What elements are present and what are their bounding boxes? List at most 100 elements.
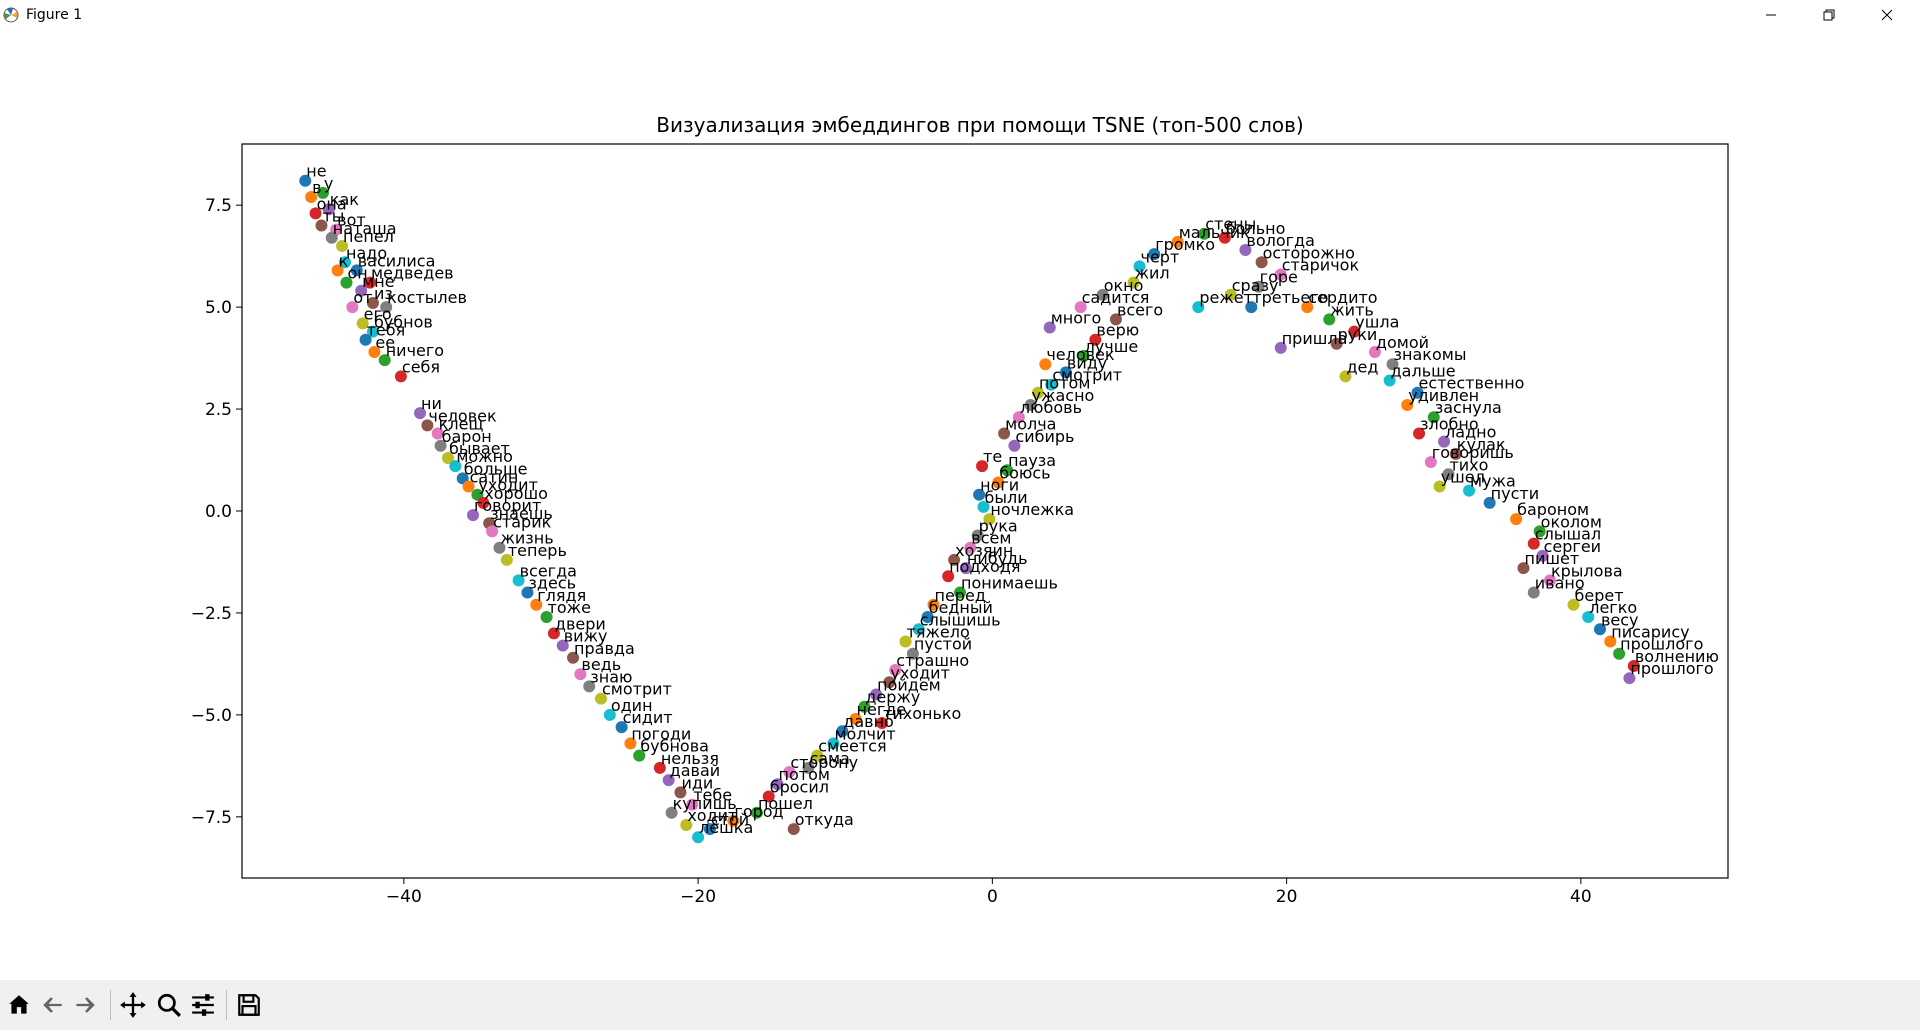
point-label: двери xyxy=(555,614,606,633)
title-bar: Figure 1 xyxy=(0,0,1920,30)
point-label: человек xyxy=(1046,345,1115,364)
data-point xyxy=(1301,301,1314,314)
data-point xyxy=(1604,635,1617,648)
save-button[interactable] xyxy=(232,988,266,1022)
data-point xyxy=(359,333,372,346)
data-point xyxy=(1024,398,1037,411)
data-point xyxy=(1239,244,1252,257)
point-label: откуда xyxy=(795,810,854,829)
point-label: бубнова xyxy=(640,737,709,756)
data-point xyxy=(366,325,379,338)
data-point xyxy=(356,317,369,330)
point-label: окно xyxy=(1104,276,1144,295)
point-label: ходит xyxy=(687,806,737,825)
point-label: садится xyxy=(1082,288,1150,307)
close-button[interactable] xyxy=(1864,0,1910,30)
point-label: любовь xyxy=(1020,398,1082,417)
y-tick-label: −2.5 xyxy=(191,604,232,624)
point-label: хорошо xyxy=(484,484,548,503)
data-point xyxy=(449,460,462,473)
data-point xyxy=(1218,231,1231,244)
point-label: ведь xyxy=(581,655,621,674)
point-label: у xyxy=(324,174,333,193)
back-button[interactable] xyxy=(36,988,70,1022)
point-label: подходя xyxy=(949,557,1020,576)
data-point xyxy=(827,737,840,750)
point-label: один xyxy=(611,696,653,715)
point-label: здесь xyxy=(528,574,576,593)
point-label: всем xyxy=(971,529,1011,548)
y-axis: 7.5 5.0 2.5 0.0 −2.5 −5.0 −7.5 xyxy=(191,196,242,828)
data-point xyxy=(350,264,363,277)
data-point xyxy=(1043,321,1056,334)
y-tick-label: −7.5 xyxy=(191,808,232,828)
data-point xyxy=(836,725,849,738)
save-icon xyxy=(238,994,260,1016)
point-label: больно xyxy=(1226,219,1286,238)
data-point xyxy=(1543,574,1556,587)
window-title: Figure 1 xyxy=(26,7,83,23)
point-label: василиса xyxy=(358,251,436,270)
data-point xyxy=(906,647,919,660)
x-tick-label: 40 xyxy=(1570,887,1592,907)
pan-button[interactable] xyxy=(116,988,150,1022)
data-point xyxy=(973,488,986,501)
data-point xyxy=(942,570,955,583)
y-tick-label: 2.5 xyxy=(205,400,232,420)
point-label: писарису xyxy=(1611,622,1689,641)
zoom-button[interactable] xyxy=(152,988,186,1022)
data-point xyxy=(1109,313,1122,326)
point-label: смотрит xyxy=(602,680,672,699)
data-point xyxy=(1039,358,1052,371)
point-label: мне xyxy=(362,272,394,291)
data-point xyxy=(368,345,381,358)
point-label: погоди xyxy=(631,724,691,743)
data-point xyxy=(421,419,434,432)
data-point xyxy=(1424,456,1437,469)
minimize-button[interactable] xyxy=(1748,0,1794,30)
data-point xyxy=(771,778,784,791)
data-point xyxy=(1433,480,1446,493)
point-label: тяжело xyxy=(907,622,970,641)
data-point xyxy=(686,798,699,811)
point-label: сидит xyxy=(623,708,673,727)
home-button[interactable] xyxy=(2,988,36,1022)
point-label: домой xyxy=(1376,333,1429,352)
x-tick-label: 0 xyxy=(987,887,998,907)
data-point xyxy=(889,664,902,677)
data-point xyxy=(983,513,996,526)
data-point xyxy=(1274,341,1287,354)
configure-subplots-button[interactable] xyxy=(186,988,220,1022)
data-point xyxy=(1510,513,1523,526)
point-label: были xyxy=(985,488,1028,507)
point-label: больше xyxy=(464,459,528,478)
point-label: давай xyxy=(670,761,721,780)
point-label: знаю xyxy=(590,667,632,686)
point-label: жить xyxy=(1330,300,1374,319)
point-label: злобно xyxy=(1420,415,1479,434)
data-point xyxy=(927,598,940,611)
data-point xyxy=(977,500,990,513)
scatter-plot[interactable]: Визуализация эмбеддингов при помощи TSNE… xyxy=(0,30,1920,980)
point-label: ее xyxy=(375,333,395,352)
point-label: сатин xyxy=(470,468,519,487)
data-point xyxy=(521,586,534,599)
point-label: клещ xyxy=(439,415,484,434)
point-labels-layer: нев уонакактывотнаташапепелнадовасилисако… xyxy=(306,162,1719,838)
point-label: громко xyxy=(1155,235,1215,254)
point-label: негде xyxy=(857,700,907,719)
data-point xyxy=(1012,411,1025,424)
maximize-button[interactable] xyxy=(1806,0,1852,30)
point-label: глядя xyxy=(537,586,586,605)
data-point xyxy=(1593,623,1606,636)
point-label: ушел xyxy=(1441,468,1485,487)
data-point xyxy=(366,297,379,310)
point-label: его xyxy=(364,304,392,323)
data-point xyxy=(674,786,687,799)
data-point xyxy=(1001,464,1014,477)
data-point xyxy=(1096,288,1109,301)
y-tick-label: 5.0 xyxy=(205,298,232,318)
forward-button[interactable] xyxy=(68,988,102,1022)
point-label: пауза xyxy=(1008,451,1056,470)
point-label: рука xyxy=(979,516,1018,535)
